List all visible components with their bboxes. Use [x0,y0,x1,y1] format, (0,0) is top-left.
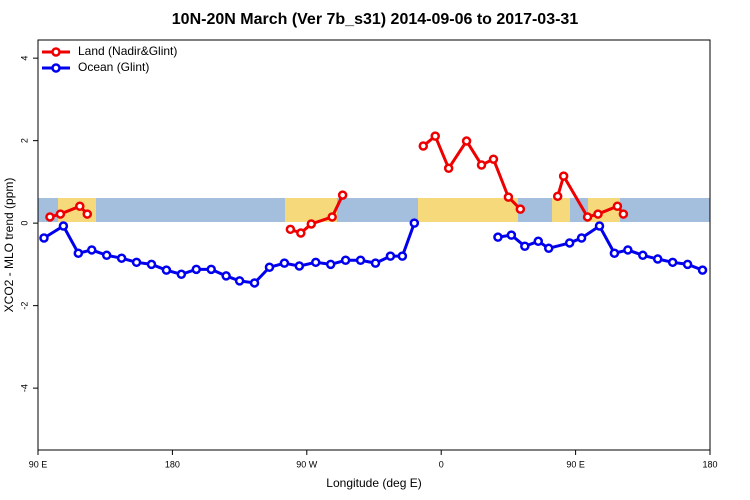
data-point [39,233,49,243]
data-point [397,251,408,261]
x-tick-label: 90 E [29,459,48,469]
data-point [443,163,454,174]
data-point [285,224,296,235]
data-point [552,191,563,202]
data-point [503,192,514,202]
x-tick-label: 180 [165,459,180,469]
data-point [697,265,708,275]
x-tick-label: 180 [702,459,717,469]
data-point [533,236,544,247]
y-tick-label: 4 [19,56,29,61]
data-point [306,219,317,229]
data-point [667,257,678,268]
data-point [370,258,381,268]
legend-label: Land (Nadir&Glint) [78,44,177,58]
data-point [476,160,487,170]
data-point [191,264,202,275]
data-point [206,264,216,275]
data-point [264,262,275,273]
data-point [609,248,620,258]
data-point [520,241,530,251]
data-point [161,265,172,275]
data-point [294,261,305,271]
data-point [55,209,66,219]
data-point [221,271,231,281]
data-point [296,228,306,238]
data-point [234,276,245,286]
y-tick-label: -2 [19,302,29,310]
data-point [116,253,127,263]
y-tick-label: -4 [19,384,29,392]
legend-label: Ocean (Glint) [78,60,149,74]
data-point [488,154,499,164]
data-point [58,221,69,231]
land-patch [418,198,518,222]
data-point [430,131,440,141]
data-point [131,257,142,268]
data-point [249,278,260,288]
data-point [101,250,112,261]
data-point [576,233,587,243]
data-point [327,212,337,222]
data-point [311,257,321,268]
x-tick-label: 90 W [296,459,318,469]
data-point [385,251,396,261]
y-axis-label: XCO2 - MLO trend (ppm) [2,178,16,313]
x-tick-label: 90 E [566,459,585,469]
data-point [618,209,629,219]
data-point [461,136,472,146]
data-point [493,232,503,242]
data-point [594,221,605,231]
chart-title: 10N-20N March (Ver 7b_s31) 2014-09-06 to… [172,11,579,28]
data-point [409,218,420,228]
legend-marker [51,47,61,57]
y-tick-label: 2 [19,138,29,143]
land-patch [552,198,570,222]
y-tick-label: 0 [19,221,29,226]
data-point [612,201,623,211]
data-point [564,238,575,248]
data-point [337,190,348,200]
data-point [682,259,693,270]
data-point [82,209,93,219]
data-point [325,259,336,270]
data-point [73,248,84,258]
data-point [45,212,55,222]
data-point [146,259,157,270]
series-line [43,222,704,285]
data-point [418,141,429,151]
legend-marker [51,63,61,73]
data-point [652,254,663,264]
data-point [638,250,648,261]
data-point [355,255,366,266]
data-point [558,171,569,181]
data-point [593,209,603,219]
data-point [279,258,290,268]
data-point [515,204,526,214]
plot-frame [37,39,711,451]
data-point [87,245,97,255]
data-point [543,243,554,254]
data-point [176,269,187,280]
data-point [582,212,593,222]
data-point [506,230,517,240]
data-point [623,245,633,255]
x-tick-label: 0 [439,459,444,469]
data-point [75,201,85,211]
data-point [340,255,351,266]
x-axis-label: Longitude (deg E) [326,476,421,490]
